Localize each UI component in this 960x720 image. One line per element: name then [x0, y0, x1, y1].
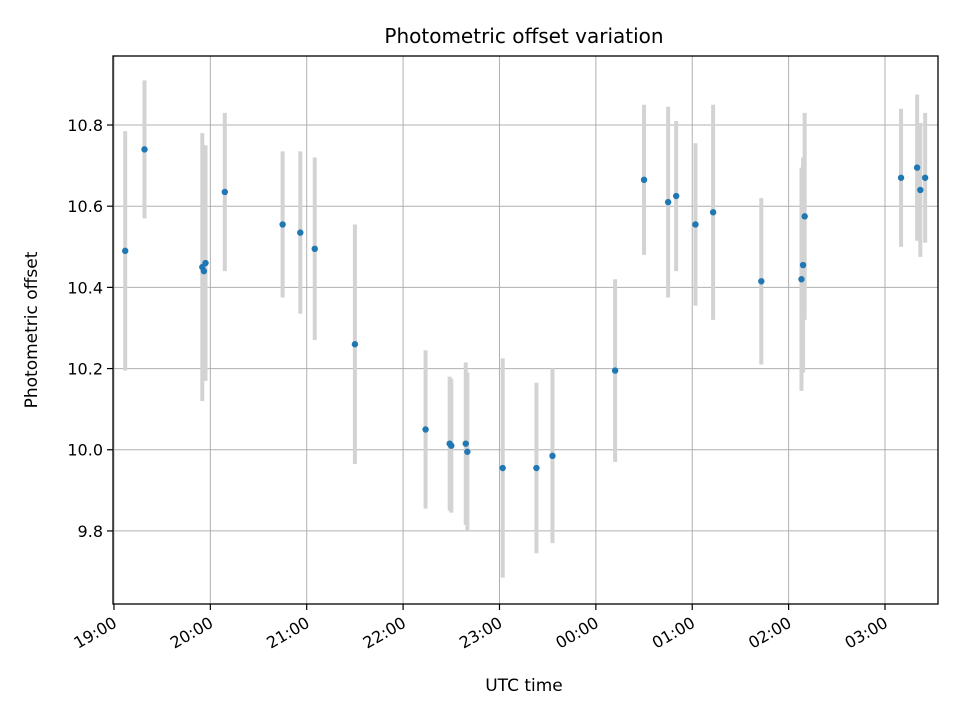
y-axis-ticks: 9.8 10.0 10.2 10.4 10.6 10.8	[67, 116, 113, 541]
data-point	[202, 259, 209, 267]
data-point	[533, 464, 540, 472]
data-point	[311, 245, 318, 253]
data-points	[122, 146, 929, 472]
data-point	[921, 174, 929, 181]
data-point	[499, 464, 506, 472]
data-point	[549, 452, 556, 460]
x-tick-label: 03:00	[842, 613, 891, 653]
x-tick-label: 20:00	[167, 613, 216, 653]
data-point	[297, 229, 304, 236]
x-axis-ticks: 19:00 20:00 21:00 22:00 23:00 00:00 01:00 02:00…	[71, 604, 891, 653]
data-point	[422, 426, 429, 433]
error-bars	[123, 80, 928, 578]
data-point	[221, 188, 228, 196]
x-tick-label: 23:00	[456, 613, 505, 653]
data-point	[664, 198, 672, 206]
data-point	[758, 278, 765, 285]
x-tick-label: 01:00	[649, 613, 698, 653]
data-point	[799, 261, 807, 269]
data-point	[279, 221, 286, 228]
y-tick-label: 10.8	[67, 116, 103, 135]
data-point	[351, 341, 359, 348]
plot-frame	[112, 55, 939, 605]
x-tick-label: 02:00	[745, 613, 794, 653]
grid	[113, 56, 938, 604]
data-point	[448, 442, 455, 449]
x-tick-label: 00:00	[552, 613, 601, 653]
data-point	[798, 276, 805, 283]
y-tick-label: 10.0	[67, 441, 103, 460]
y-tick-label: 10.4	[67, 278, 103, 297]
data-point	[917, 186, 924, 194]
chart-title: Photometric offset variation	[384, 24, 663, 48]
x-tick-label: 19:00	[71, 613, 120, 653]
data-point	[672, 192, 680, 200]
y-tick-label: 10.6	[67, 197, 103, 216]
x-axis-label: UTC time	[485, 676, 563, 696]
x-tick-label: 22:00	[360, 613, 409, 653]
data-point	[801, 213, 808, 220]
data-point	[122, 247, 129, 255]
x-tick-label: 21:00	[263, 613, 312, 653]
data-point	[611, 367, 619, 374]
y-tick-label: 9.8	[78, 522, 103, 541]
data-point	[692, 221, 699, 228]
data-point	[709, 209, 717, 216]
data-point	[141, 146, 148, 153]
data-point	[897, 174, 905, 181]
y-axis-label: Photometric offset	[22, 251, 42, 408]
data-point	[913, 164, 921, 171]
data-point	[640, 176, 648, 184]
data-point	[200, 267, 208, 275]
data-point	[464, 448, 471, 455]
y-tick-label: 10.2	[67, 360, 103, 379]
data-point	[462, 440, 469, 447]
